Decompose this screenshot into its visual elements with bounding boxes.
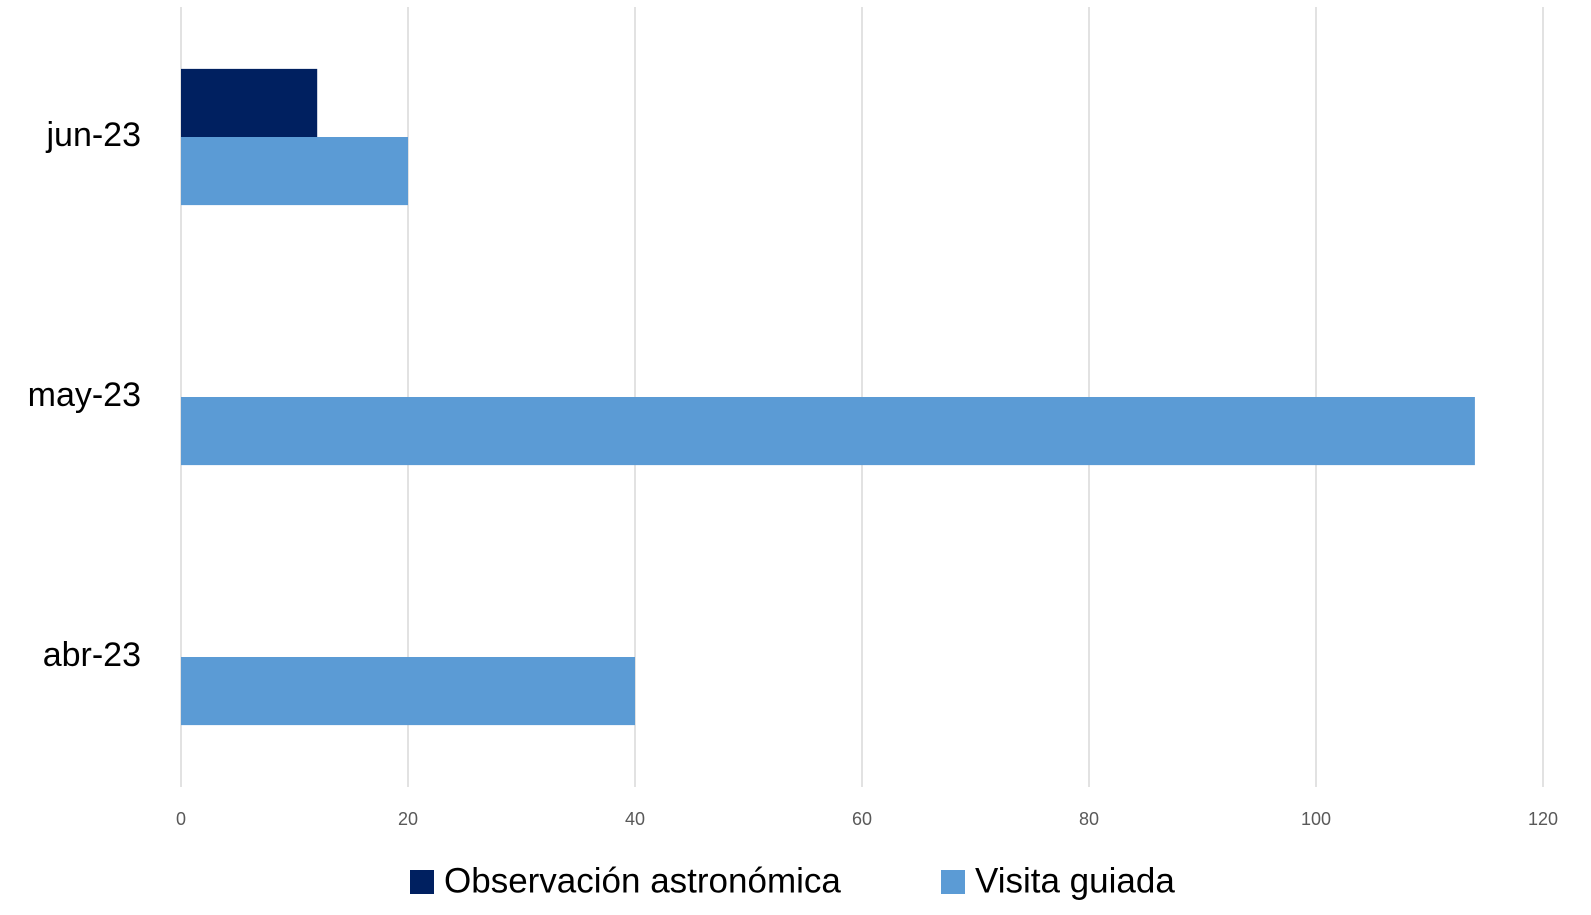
y-tick-label: jun-23 [45, 116, 141, 154]
bar [181, 657, 635, 726]
x-tick-label: 0 [176, 809, 186, 829]
x-tick-label: 80 [1079, 809, 1099, 829]
x-tick-label: 100 [1301, 809, 1331, 829]
legend-label: Visita guiada [975, 861, 1175, 900]
legend-swatch [941, 870, 965, 894]
x-tick-label: 20 [398, 809, 418, 829]
legend-swatch [410, 870, 434, 894]
bar [181, 137, 408, 206]
bar [181, 397, 1475, 466]
y-tick-label: abr-23 [43, 636, 141, 674]
x-tick-label: 120 [1528, 809, 1558, 829]
y-tick-label: may-23 [28, 376, 141, 414]
x-tick-label: 40 [625, 809, 645, 829]
legend-label: Observación astronómica [444, 861, 841, 900]
x-tick-label: 60 [852, 809, 872, 829]
bar [181, 68, 318, 137]
